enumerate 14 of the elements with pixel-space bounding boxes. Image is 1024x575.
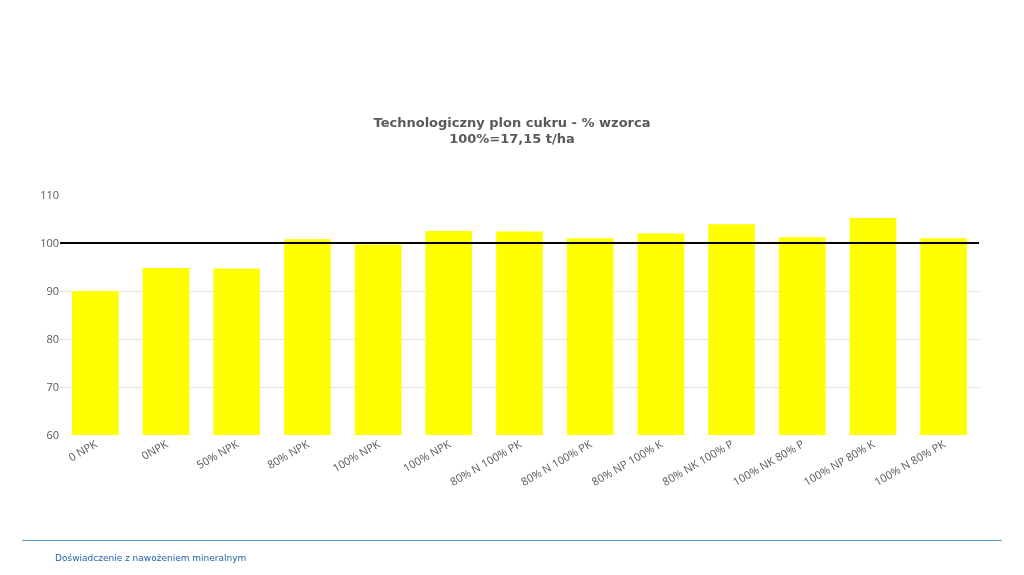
- y-tick-label: 100: [40, 234, 59, 250]
- chart-subtitle: 100%=17,15 t/ha: [449, 131, 575, 147]
- y-tick-label: 110: [40, 186, 59, 202]
- y-tick-label: 70: [46, 378, 59, 394]
- x-tick-label: 80% NPK: [264, 435, 312, 472]
- text: Doświadczenie z nawożeniem mineralnym: [55, 553, 247, 563]
- x-tick-label: 100% NPK: [400, 435, 454, 476]
- y-tick-label: 80: [46, 330, 59, 346]
- x-tick-label: 0 NPK: [65, 435, 100, 465]
- x-tick-label: 100% NPK: [329, 435, 383, 476]
- y-tick-label: 60: [46, 426, 59, 442]
- chart-title: Technologiczny plon cukru - % wzorca: [373, 114, 651, 130]
- y-tick-label: 90: [46, 282, 59, 298]
- x-tick-label: 50% NPK: [193, 435, 242, 472]
